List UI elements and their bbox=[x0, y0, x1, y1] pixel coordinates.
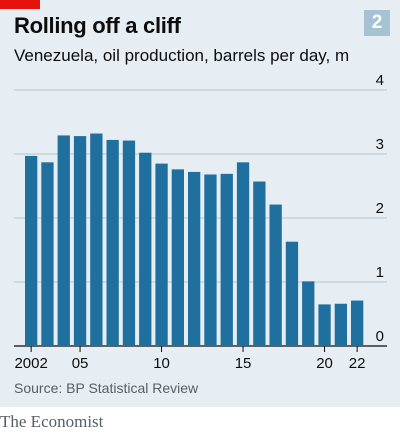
bar-2022 bbox=[351, 300, 364, 346]
bar-2016 bbox=[253, 181, 266, 346]
gridlines bbox=[14, 89, 387, 347]
chart-title: Rolling off a cliff bbox=[14, 13, 181, 38]
bar-2019 bbox=[302, 281, 315, 346]
bar-2008 bbox=[122, 140, 136, 346]
bar-2002 bbox=[25, 155, 38, 346]
bar-2009 bbox=[139, 152, 152, 346]
y-tick-label: 4 bbox=[376, 72, 384, 89]
bar-2018 bbox=[285, 241, 299, 346]
chart-number-badge: 2 bbox=[364, 10, 390, 36]
x-tick-label: 20 bbox=[316, 355, 333, 372]
y-tick-label: 0 bbox=[376, 328, 384, 345]
bar-2007 bbox=[106, 139, 119, 346]
x-tick-label: 22 bbox=[349, 355, 366, 372]
y-tick-label: 3 bbox=[376, 136, 384, 153]
bar-2005 bbox=[73, 136, 87, 346]
x-tick-label: 2002 bbox=[14, 355, 47, 372]
x-tick-label: 10 bbox=[153, 355, 170, 372]
bar-2017 bbox=[269, 204, 282, 346]
chart-subtitle: Venezuela, oil production, barrels per d… bbox=[14, 46, 350, 65]
y-tick-label: 2 bbox=[376, 200, 384, 217]
bar-2006 bbox=[90, 133, 103, 346]
bar-chart: 0 1 2 3 4 2002 05 10 15 20 22 bbox=[14, 72, 387, 372]
bar-2004 bbox=[57, 135, 70, 346]
x-tick-label: 05 bbox=[72, 355, 89, 372]
bar-2010 bbox=[155, 163, 168, 346]
bar-2013 bbox=[204, 174, 217, 346]
source-note: Source: BP Statistical Review bbox=[14, 380, 199, 396]
bars bbox=[25, 133, 364, 346]
bar-2021 bbox=[334, 303, 347, 346]
bar-2014 bbox=[220, 173, 233, 346]
x-tick-label: 15 bbox=[235, 355, 252, 372]
economist-brand: The Economist bbox=[0, 412, 104, 431]
bar-2012 bbox=[188, 171, 201, 346]
bar-2011 bbox=[171, 169, 184, 346]
bar-2020 bbox=[318, 304, 331, 346]
brand-red-tag bbox=[0, 0, 40, 9]
y-tick-label: 1 bbox=[376, 264, 384, 281]
bar-2003 bbox=[41, 162, 54, 346]
bar-2015 bbox=[236, 162, 250, 346]
tick-labels: 0 1 2 3 4 2002 05 10 15 20 22 bbox=[14, 72, 384, 372]
